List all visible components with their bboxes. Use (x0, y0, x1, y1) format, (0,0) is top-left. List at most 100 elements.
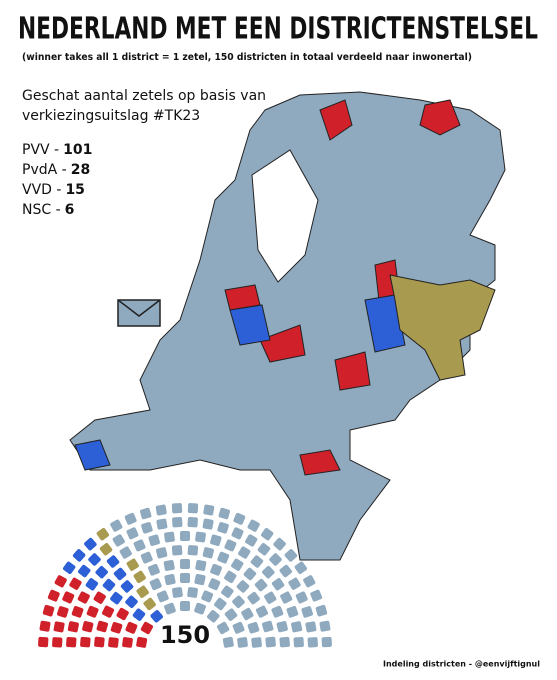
seat (203, 504, 215, 516)
seat (180, 531, 190, 541)
seat (279, 636, 290, 648)
seat (93, 591, 106, 604)
seat (82, 621, 94, 633)
mail-icon (117, 299, 161, 327)
seat (53, 621, 65, 633)
party-name: VVD - (22, 182, 61, 198)
seat (221, 585, 234, 598)
seat (271, 605, 284, 618)
seat (99, 543, 113, 556)
seat (156, 518, 168, 530)
seat (180, 601, 190, 611)
seat (303, 575, 316, 588)
seat (251, 637, 262, 648)
seat (187, 503, 199, 514)
party-seats: 6 (65, 202, 75, 218)
seat (102, 578, 116, 592)
seat (95, 565, 108, 579)
seat (307, 637, 318, 648)
seat (232, 621, 245, 634)
region-red (299, 449, 341, 476)
seat (284, 549, 298, 562)
seat (222, 636, 234, 648)
seat (254, 578, 268, 592)
ijsselmeer (251, 149, 319, 283)
netherlands (69, 91, 506, 561)
seat (67, 621, 79, 633)
seat (264, 591, 277, 604)
seat (187, 587, 198, 598)
seat (149, 578, 162, 591)
region-blue (364, 294, 406, 353)
seat (164, 531, 175, 543)
seat (247, 621, 260, 634)
party-seats: 28 (71, 162, 90, 178)
party-seats: 101 (63, 142, 92, 158)
seat (280, 591, 293, 604)
seat (202, 518, 214, 530)
seat (231, 527, 244, 540)
region-red (419, 99, 461, 136)
seat (273, 537, 286, 551)
seat (180, 573, 190, 583)
seat (133, 570, 146, 584)
seat (126, 527, 139, 540)
seat (310, 589, 323, 602)
party-entry: PVV -101 (22, 142, 92, 158)
seat (133, 539, 146, 552)
seat (106, 555, 120, 568)
seat (293, 637, 304, 648)
seat (195, 559, 207, 571)
seat (217, 621, 230, 635)
seat (108, 637, 119, 648)
seat (136, 636, 148, 648)
seat (113, 567, 127, 581)
region-blue (229, 304, 271, 346)
seat (86, 605, 99, 618)
seat (148, 534, 160, 546)
seat (276, 621, 288, 633)
party-entry: PvdA -28 (22, 162, 90, 178)
seat (236, 580, 250, 593)
seat (156, 547, 168, 559)
seat (241, 607, 254, 621)
seat (288, 577, 301, 590)
seat (94, 636, 105, 648)
seat (77, 591, 90, 604)
seat (214, 597, 227, 611)
seat (260, 528, 274, 541)
region-olive (389, 274, 496, 381)
seat (72, 549, 86, 562)
seat (321, 636, 332, 648)
seat (201, 590, 214, 603)
seat (250, 555, 264, 568)
seat (237, 637, 248, 648)
seat (139, 507, 152, 520)
seat (210, 534, 222, 546)
seat (224, 539, 237, 552)
seat (110, 519, 123, 532)
party-entry: NSC -6 (22, 202, 74, 218)
seat (66, 637, 77, 648)
seat (132, 608, 146, 621)
seat (238, 546, 251, 559)
seat (208, 578, 221, 591)
seat (140, 621, 153, 635)
seat (116, 607, 129, 621)
seat (120, 580, 134, 593)
region-red (334, 351, 371, 391)
seat (171, 503, 183, 514)
seat (262, 620, 274, 633)
seat (202, 547, 214, 559)
seat (38, 636, 49, 648)
seat (194, 602, 206, 615)
region-blue (74, 439, 111, 471)
seat (148, 563, 160, 576)
seat (269, 553, 282, 566)
seat (233, 512, 246, 525)
seat (163, 559, 175, 571)
seat (125, 595, 138, 609)
party-name: PVV - (22, 142, 59, 158)
seat (42, 604, 55, 617)
